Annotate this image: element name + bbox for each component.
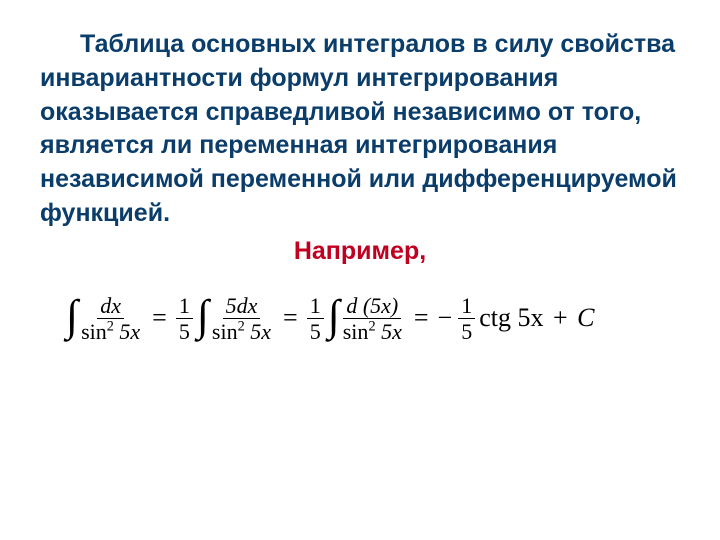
frac2-den-arg: 5x [245, 319, 271, 344]
coeff2-den: 5 [307, 319, 324, 343]
frac2-den-exp: 2 [238, 318, 245, 334]
fraction-3: d (5x) sin2 5x [340, 294, 405, 343]
frac1-den-arg: 5x [114, 319, 140, 344]
frac1-den-fn: sin [81, 319, 107, 344]
frac1-num: dx [100, 293, 121, 318]
coeff-2: 1 5 [307, 294, 324, 343]
frac3-num: d (5x) [346, 293, 398, 318]
minus-sign: − [438, 303, 453, 333]
coeff-3: 1 5 [458, 294, 475, 343]
equals-1: = [152, 303, 167, 333]
plus-sign: + [553, 303, 568, 332]
coeff3-num: 1 [458, 294, 475, 319]
frac3-den-exp: 2 [368, 318, 375, 334]
equals-3: = [414, 303, 429, 333]
frac2-num: 5dx [226, 293, 258, 318]
equals-2: = [283, 303, 298, 333]
frac2-den-fn: sin [212, 319, 238, 344]
coeff1-num: 1 [176, 294, 193, 319]
example-label: Например, [40, 237, 680, 266]
integral-sign-3: ∫ [328, 303, 340, 329]
coeff3-den: 5 [458, 319, 475, 343]
body-paragraph: Таблица основных интегралов в силу свойс… [40, 28, 680, 231]
fraction-2: 5dx sin2 5x [209, 294, 274, 343]
result-const: C [577, 303, 594, 332]
frac3-den-arg: 5x [376, 319, 402, 344]
frac1-den-exp: 2 [107, 318, 114, 334]
frac3-den-fn: sin [343, 319, 369, 344]
coeff2-num: 1 [307, 294, 324, 319]
slide: Таблица основных интегралов в силу свойс… [0, 0, 720, 540]
formula-row: ∫ dx sin2 5x = 1 5 ∫ 5dx sin2 5x = 1 5 ∫… [66, 294, 680, 343]
coeff-1: 1 5 [176, 294, 193, 343]
result-func: ctg 5x [479, 303, 543, 332]
result-tail: ctg 5x + C [479, 303, 594, 333]
integral-sign-2: ∫ [197, 303, 209, 329]
coeff1-den: 5 [176, 319, 193, 343]
fraction-1: dx sin2 5x [78, 294, 143, 343]
integral-sign-1: ∫ [66, 303, 78, 329]
